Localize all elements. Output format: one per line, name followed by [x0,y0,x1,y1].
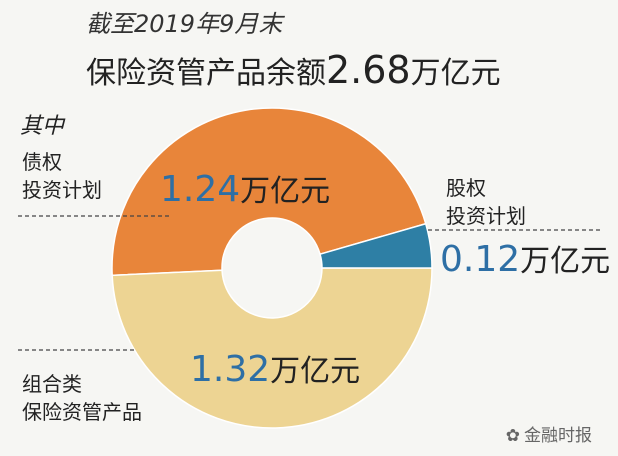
chart-title: 保险资管产品余额2.68万亿元 [86,48,501,92]
donut-slice-debt [111,107,427,277]
combo-value-number: 1.32 [190,349,271,390]
combo-value-unit: 万亿元 [270,354,361,389]
combo-label-line2: 保险资管产品 [22,400,142,424]
equity-label-line2: 投资计划 [446,204,526,228]
equity-value-number: 0.12 [440,239,521,280]
debt-label: 债权 投资计划 [22,148,102,204]
equity-value-unit: 万亿元 [520,244,611,279]
debt-value-number: 1.24 [160,169,241,210]
equity-label-line1: 股权 [446,176,486,200]
combo-value-label: 1.32万亿元 [190,346,360,390]
watermark: ✿ 金融时报 [506,421,592,446]
wechat-icon: ✿ [505,426,520,446]
debt-value-unit: 万亿元 [240,174,331,209]
watermark-text: 金融时报 [524,426,592,446]
equity-value-label: 0.12万亿元 [440,236,610,280]
debt-value-label: 1.24万亿元 [160,166,330,210]
debt-label-line2: 投资计划 [22,178,102,202]
donut-slice-combo [111,267,433,429]
title-value: 2.68 [326,48,411,92]
title-prefix: 保险资管产品余额 [86,56,326,91]
subtitle-date: 截至2019年9月末 [86,10,283,38]
combo-label: 组合类 保险资管产品 [22,370,142,426]
combo-label-line1: 组合类 [22,372,82,396]
equity-label: 股权 投资计划 [446,174,526,230]
title-unit: 万亿元 [410,56,501,91]
note-label: 其中 [20,114,65,139]
debt-label-line1: 债权 [22,150,62,174]
